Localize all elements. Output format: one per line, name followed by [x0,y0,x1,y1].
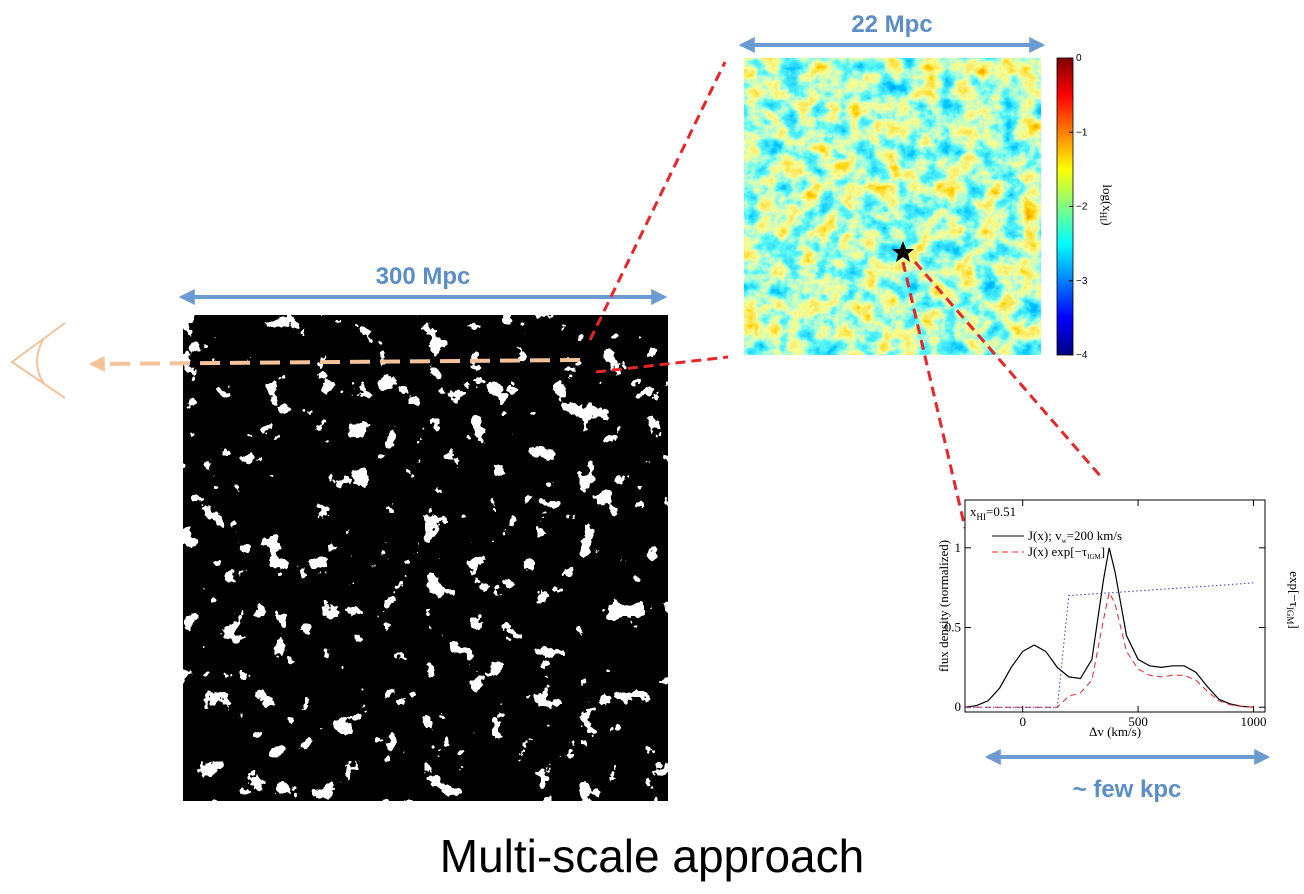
series-line [965,591,1254,708]
y-tick-label: 0 [955,699,962,714]
label-part: log(x [1100,184,1115,212]
legend-label: J(x) exp[−τIGM] [1028,544,1105,561]
label-part: ] [1287,624,1302,628]
scale-label: 300 Mpc [376,263,471,290]
x-tick-label: 0 [1019,714,1026,729]
label-part: IGM [1285,607,1295,625]
series-line [965,582,1254,708]
annotation: xHI=0.51 [970,504,1016,522]
eye [10,322,66,399]
legend-label-part: w [1062,537,1068,545]
colorbar-tick-label: −2 [1076,202,1088,213]
legend-label-part: IGM [1087,553,1101,561]
line-of-sight [88,355,581,372]
colorbar-tick-label: −3 [1076,276,1088,287]
legend-label: J(x); vw=200 km/s [1028,528,1122,545]
label-part: HI [1098,212,1108,222]
series-line [964,547,1254,708]
label-part: ) [1100,221,1115,225]
x-tick-label: 1000 [1240,714,1266,729]
label-part: exp[−τ [1287,571,1302,607]
plot-frame [964,499,1266,713]
y-tick-label: 0.5 [945,620,961,635]
x-tick-label: 500 [1128,714,1148,729]
legend-label-part: J(x); v [1028,528,1062,543]
ionization-map [183,315,668,801]
y2-axis-label: exp[−τIGM] [1285,571,1302,629]
legend-label-part: ] [1101,544,1105,559]
annotation-part: HI [977,512,987,522]
colorbar-tick-label: 0 [1076,53,1082,64]
scale-label: ~ few kpc [1073,776,1182,803]
colorbar-tick-label: −1 [1076,127,1088,138]
colorbar-tick-label: −4 [1076,350,1088,361]
x-axis-label: Δv (km/s) [1089,724,1141,739]
legend-label-part: J(x) exp[−τ [1028,544,1087,559]
star [892,241,914,262]
scale-label: 22 Mpc [851,11,932,38]
colorbar-label: log(xHI) [1098,184,1115,225]
neutral-fraction-map [743,57,1042,356]
annotation-part: x [970,504,977,519]
annotation-part: =0.51 [986,504,1016,519]
y-axis-label: flux density (normalized) [936,540,951,672]
legend-label-part: =200 km/s [1067,528,1122,543]
slide-title: Multi-scale approach [440,830,864,882]
y-tick-label: 1 [955,540,962,555]
zoom-lines [588,61,1104,529]
